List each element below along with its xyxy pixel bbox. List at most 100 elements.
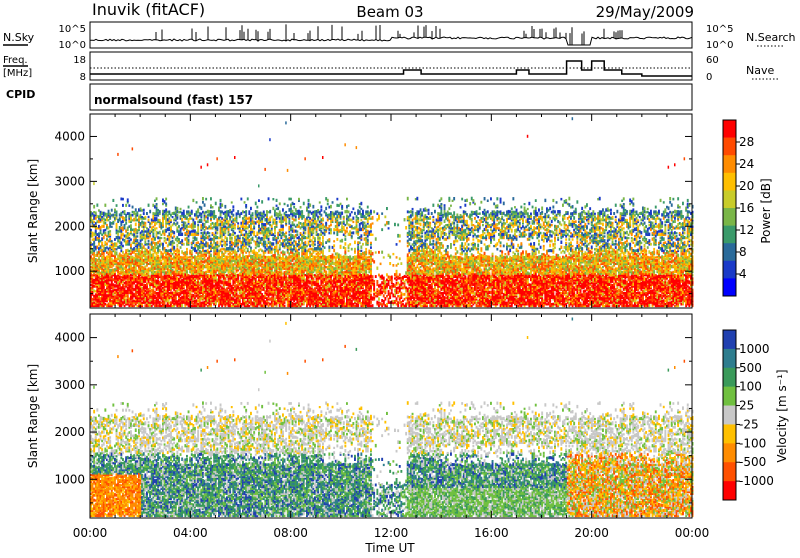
power-cell (290, 207, 292, 210)
power-cell (159, 219, 161, 222)
nsearch-tick-bottom: 10^0 (706, 40, 733, 51)
power-cell (178, 238, 180, 241)
nsky-trace (90, 24, 692, 47)
power-cell (268, 197, 270, 200)
power-cell (149, 210, 151, 214)
power-cell (197, 226, 199, 230)
power-cell (143, 209, 145, 212)
power-cell (173, 242, 175, 245)
power-cell (216, 226, 218, 229)
power-cell (234, 232, 236, 234)
power-cell (148, 240, 150, 243)
power-cell (271, 216, 273, 219)
power-cell (116, 223, 118, 227)
power-cell (122, 198, 124, 201)
power-cell (192, 219, 194, 222)
power-cell (122, 204, 124, 207)
power-cell (186, 248, 188, 251)
power-cell (268, 238, 270, 241)
power-cell (202, 197, 204, 200)
power-cell (104, 232, 106, 235)
power-cell (180, 208, 182, 210)
power-cell (269, 210, 271, 214)
power-cell (130, 238, 132, 240)
power-cell (290, 198, 292, 201)
power-cell (237, 210, 239, 213)
power-cell (156, 203, 158, 205)
power-cell (111, 226, 113, 228)
power-cell (135, 223, 137, 227)
power-cell (232, 205, 234, 208)
power-cell (264, 168, 266, 171)
nave-tick-top: 60 (706, 55, 719, 66)
power-cell (128, 204, 130, 207)
power-cell (207, 217, 209, 220)
power-cell (117, 153, 119, 156)
power-scatter (90, 117, 694, 307)
power-cell (245, 210, 247, 213)
power-cell (292, 227, 294, 229)
power-cell (192, 199, 194, 202)
power-cell (232, 209, 234, 212)
power-cell (136, 235, 138, 237)
power-cell (216, 232, 218, 235)
power-cell (204, 203, 206, 206)
power-cell (284, 251, 286, 253)
freq-tick-top: 18 (73, 55, 86, 66)
power-cell (215, 215, 217, 218)
power-cell (162, 243, 164, 246)
power-cell (258, 199, 260, 202)
power-cell (188, 239, 190, 241)
power-cell (148, 219, 150, 222)
power-cell (293, 203, 295, 205)
power-cell (276, 205, 278, 207)
power-cell (264, 241, 266, 245)
power-cell (287, 204, 289, 207)
power-cell (252, 237, 254, 240)
power-cell (277, 207, 279, 210)
nsearch-tick-top: 10^5 (706, 24, 733, 35)
power-cell (200, 218, 202, 221)
power-cell (95, 212, 97, 215)
power-cell (282, 225, 284, 228)
power-cell (173, 235, 175, 237)
power-cell (210, 197, 212, 200)
power-cell (109, 230, 111, 233)
power-cell (284, 203, 286, 205)
power-cell (93, 182, 95, 185)
power-cell (127, 198, 129, 202)
power-cell (252, 217, 254, 220)
power-cell (279, 240, 281, 243)
power-cell (135, 267, 137, 270)
power-cell (208, 235, 210, 238)
power-cell (180, 246, 182, 249)
power-cell (125, 222, 127, 225)
power-cell (148, 204, 150, 207)
power-cell (271, 250, 273, 254)
power-cell (176, 222, 178, 225)
nsky-tick-top: 10^5 (59, 24, 86, 35)
power-cell (156, 227, 158, 229)
power-cell (250, 242, 252, 245)
power-cell (210, 254, 212, 257)
power-cell (256, 206, 258, 209)
cpid-label: CPID (6, 88, 35, 101)
nsky-label: N.Sky (3, 31, 35, 44)
power-cell (266, 213, 268, 216)
power-cell (186, 251, 188, 254)
power-cell (253, 231, 255, 235)
power-cell (280, 214, 282, 217)
power-cell (247, 248, 249, 251)
power-cell (231, 237, 233, 240)
power-cell (149, 235, 151, 238)
power-cell (237, 222, 239, 224)
power-cell (159, 210, 161, 213)
power-cell (284, 305, 286, 308)
power-cell (285, 211, 287, 213)
power-cell (276, 199, 278, 202)
power-cell (116, 204, 118, 207)
power-cell (181, 233, 183, 236)
freq-tick-bottom: 8 (80, 72, 86, 83)
power-cell (176, 214, 178, 217)
